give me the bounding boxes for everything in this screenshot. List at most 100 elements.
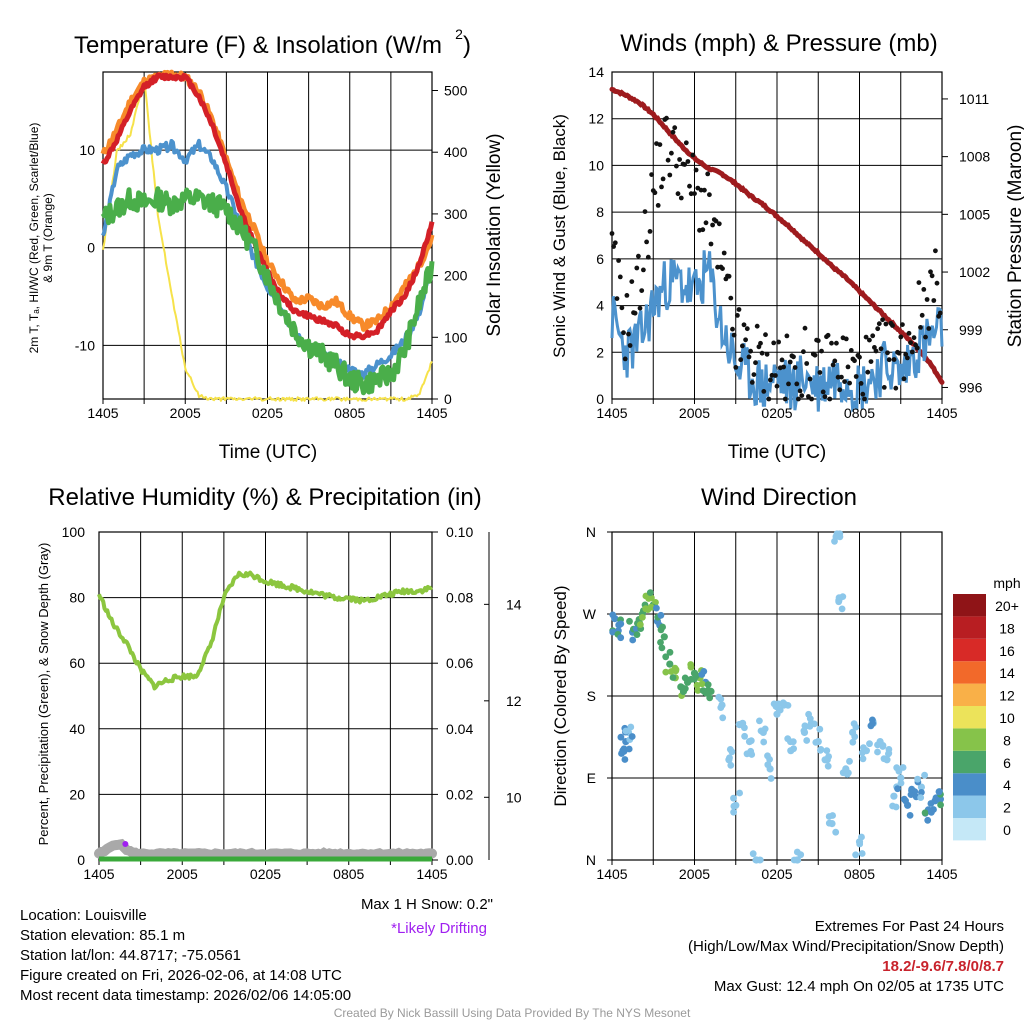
dir-title: Wind Direction bbox=[701, 484, 857, 511]
wind-ylabel-right: Station Pressure (Maroon) bbox=[1005, 125, 1024, 348]
temp-title-suffix: ) bbox=[463, 32, 471, 59]
direction-point bbox=[918, 789, 925, 796]
direction-point bbox=[756, 717, 763, 725]
direction-point bbox=[845, 769, 852, 777]
snow-depth-line bbox=[94, 838, 437, 861]
direction-point bbox=[897, 774, 905, 782]
wind-right-tick-label: 1011 bbox=[959, 91, 989, 107]
max-gust-text: Max Gust: 12.4 mph On 02/05 at 1735 UTC bbox=[713, 978, 1004, 995]
gust-dot bbox=[644, 239, 649, 245]
direction-point bbox=[704, 681, 712, 688]
temp-title-superscript: 2 bbox=[455, 26, 463, 42]
dir-ytick-label: N bbox=[586, 852, 596, 868]
colorbar-swatch bbox=[953, 773, 986, 796]
rh-ylabel-left: Percent, Precipitation (Green), & Snow D… bbox=[36, 543, 51, 846]
gust-dot bbox=[883, 321, 889, 327]
gust-dot bbox=[766, 396, 772, 402]
direction-point bbox=[764, 761, 772, 769]
direction-point bbox=[860, 744, 867, 751]
gust-dot bbox=[773, 373, 778, 378]
direction-point bbox=[806, 722, 814, 730]
gust-dot bbox=[797, 388, 803, 394]
direction-point bbox=[681, 685, 689, 692]
direction-point bbox=[838, 605, 846, 613]
gust-dot bbox=[632, 310, 638, 316]
gust-dot bbox=[924, 297, 930, 302]
wind-ytick-label: 4 bbox=[596, 298, 604, 314]
direction-point bbox=[620, 745, 628, 753]
direction-point bbox=[935, 788, 943, 796]
gust-dot bbox=[731, 332, 737, 338]
gust-dot bbox=[781, 364, 786, 370]
direction-point bbox=[927, 800, 935, 807]
gust-dot bbox=[685, 159, 691, 164]
direction-point bbox=[648, 594, 655, 602]
gust-dot bbox=[733, 365, 739, 370]
gust-dot bbox=[749, 380, 755, 385]
temp-ylabel-left: 2m T, Tₐ, HI/WC (Red, Green, Scarlet/Blu… bbox=[27, 123, 41, 354]
gust-dot bbox=[741, 322, 747, 328]
direction-point bbox=[756, 856, 764, 864]
colorbar-label: 10 bbox=[999, 710, 1015, 726]
gust-dot bbox=[703, 220, 709, 226]
temp-xlabel: Time (UTC) bbox=[219, 442, 318, 463]
gust-dot bbox=[898, 334, 904, 340]
dir-ytick-label: E bbox=[587, 770, 596, 786]
direction-point bbox=[653, 604, 660, 612]
colorbar-label: 0 bbox=[1003, 822, 1011, 838]
colorbar-label: 16 bbox=[999, 643, 1015, 659]
gust-dot bbox=[763, 332, 768, 338]
rh-right-tick-label: 0.06 bbox=[446, 655, 473, 671]
colorbar-swatch bbox=[953, 616, 986, 639]
gust-dot bbox=[852, 358, 857, 364]
direction-point bbox=[866, 740, 873, 748]
gust-dot bbox=[710, 222, 715, 228]
colorbar-title: mph bbox=[993, 575, 1020, 591]
direction-point bbox=[621, 756, 629, 763]
wind-xlabel: Time (UTC) bbox=[728, 442, 827, 463]
gust-dot bbox=[865, 369, 871, 375]
gust-dot bbox=[857, 354, 862, 360]
created-text: Figure created on Fri, 2026-02-06, at 14… bbox=[20, 967, 342, 984]
colorbar-swatch bbox=[953, 683, 986, 706]
gust-dot bbox=[636, 253, 641, 259]
gust-dot bbox=[678, 195, 684, 201]
rh-xtick-label: 0805 bbox=[333, 866, 364, 882]
direction-point bbox=[628, 733, 636, 740]
temp-series-line bbox=[101, 138, 434, 380]
temp-right-tick-label: 100 bbox=[444, 329, 468, 345]
rh-xtick-label: 0205 bbox=[250, 866, 281, 882]
gust-dot bbox=[652, 190, 658, 196]
gust-dot bbox=[916, 280, 922, 285]
snow-axis-tick-label: 10 bbox=[506, 789, 522, 805]
rh-xtick-label: 2005 bbox=[167, 866, 198, 882]
gust-dot bbox=[796, 396, 801, 402]
wind-ytick-label: 0 bbox=[596, 391, 604, 407]
temp-xtick-label: 0205 bbox=[252, 405, 283, 421]
direction-point bbox=[852, 851, 859, 859]
colorbar-swatch bbox=[953, 750, 986, 774]
direction-point bbox=[908, 785, 916, 793]
gust-dot bbox=[799, 393, 805, 398]
direction-point bbox=[717, 704, 725, 711]
direction-point bbox=[666, 648, 674, 656]
gust-dot bbox=[801, 349, 806, 355]
gust-dot bbox=[822, 394, 828, 400]
snow-note: Max 1 H Snow: 0.2" bbox=[360, 896, 493, 913]
direction-point bbox=[859, 755, 867, 763]
colorbar-label: 8 bbox=[1003, 732, 1011, 748]
gust-dot bbox=[837, 387, 843, 393]
gust-dot bbox=[776, 339, 781, 345]
gust-dot bbox=[622, 356, 628, 362]
direction-point bbox=[743, 750, 751, 758]
station-info: Location: Louisville Station elevation: … bbox=[20, 906, 351, 1006]
direction-point bbox=[839, 593, 847, 600]
rh-right-tick-label: 0.02 bbox=[446, 786, 473, 802]
gust-dot bbox=[812, 352, 818, 358]
direction-point bbox=[797, 851, 805, 859]
gust-dot bbox=[768, 377, 773, 383]
gust-dot bbox=[667, 172, 673, 178]
direction-point bbox=[776, 706, 784, 714]
direction-point bbox=[681, 674, 689, 682]
extremes-info: Extremes For Past 24 Hours (High/Low/Max… bbox=[688, 917, 1004, 997]
